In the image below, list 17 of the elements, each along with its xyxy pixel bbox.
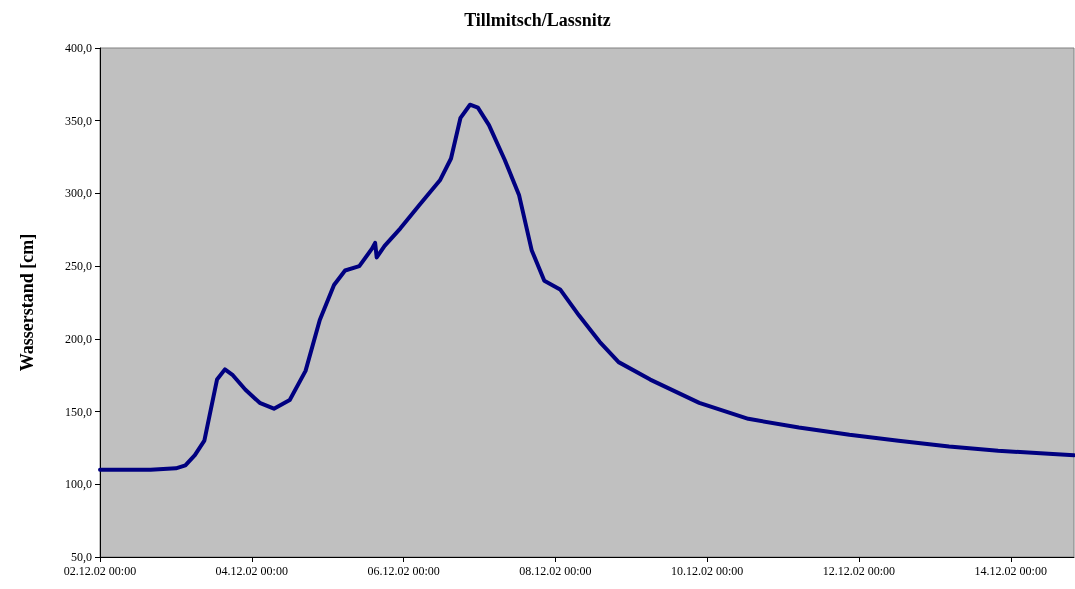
y-tick-label: 150,0 [65, 404, 92, 419]
x-tick-label: 02.12.02 00:00 [63, 564, 137, 578]
x-tick-label: 04.12.02 00:00 [215, 564, 288, 578]
y-tick-label: 200,0 [65, 331, 92, 346]
y-tick-label: 250,0 [65, 259, 92, 274]
y-axis-title: Wasserstand [cm] [17, 233, 37, 372]
y-tick-label: 350,0 [65, 113, 92, 128]
x-tick-label: 08.12.02 00:00 [519, 564, 592, 578]
y-tick-label: 50,0 [71, 550, 92, 564]
y-tick-label: 400,0 [65, 41, 92, 55]
chart-title: Tillmitsch/Lassnitz [464, 10, 611, 30]
x-tick-label: 12.12.02 00:00 [822, 564, 896, 578]
x-tick-label: 06.12.02 00:00 [367, 564, 440, 578]
y-tick-label: 300,0 [65, 186, 92, 201]
y-tick-label: 100,0 [65, 477, 92, 492]
x-tick-label: 10.12.02 00:00 [671, 564, 744, 578]
x-tick-label: 14.12.02 00:00 [974, 564, 1047, 578]
